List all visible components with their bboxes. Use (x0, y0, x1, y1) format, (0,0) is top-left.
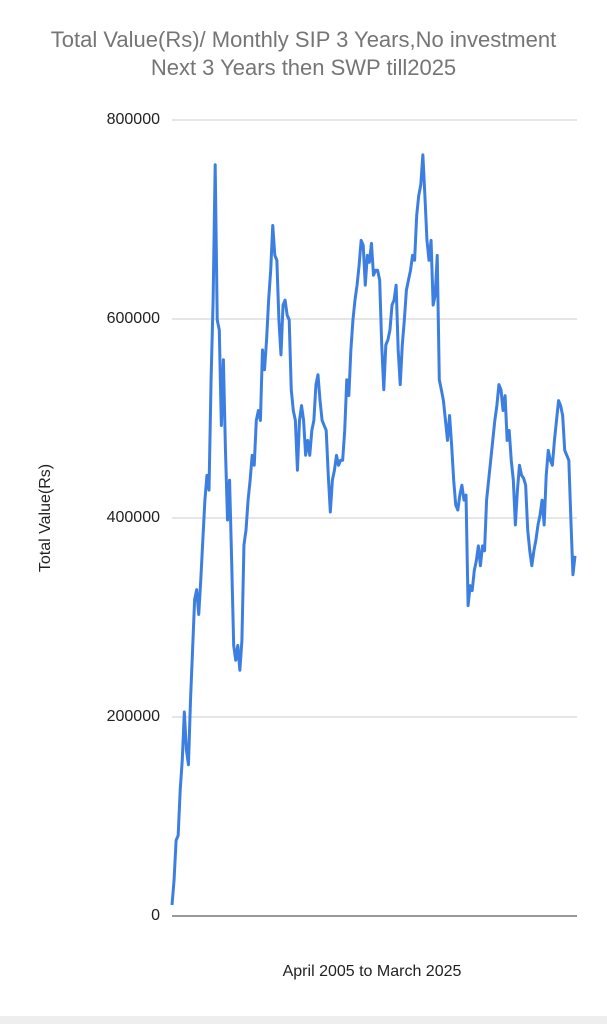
y-tick-label: 200000 (107, 708, 160, 725)
y-tick-label: 0 (151, 907, 160, 924)
y-axis-label: Total Value(Rs) (37, 464, 54, 572)
bottom-strip (0, 1016, 607, 1024)
x-axis-label: April 2005 to March 2025 (283, 963, 462, 980)
chart-title: Total Value(Rs)/ Monthly SIP 3 Years,No … (50, 27, 557, 80)
y-tick-label: 800000 (107, 111, 160, 128)
y-tick-label: 600000 (107, 310, 160, 327)
y-tick-label: 400000 (107, 509, 160, 526)
data-line (170, 153, 577, 906)
